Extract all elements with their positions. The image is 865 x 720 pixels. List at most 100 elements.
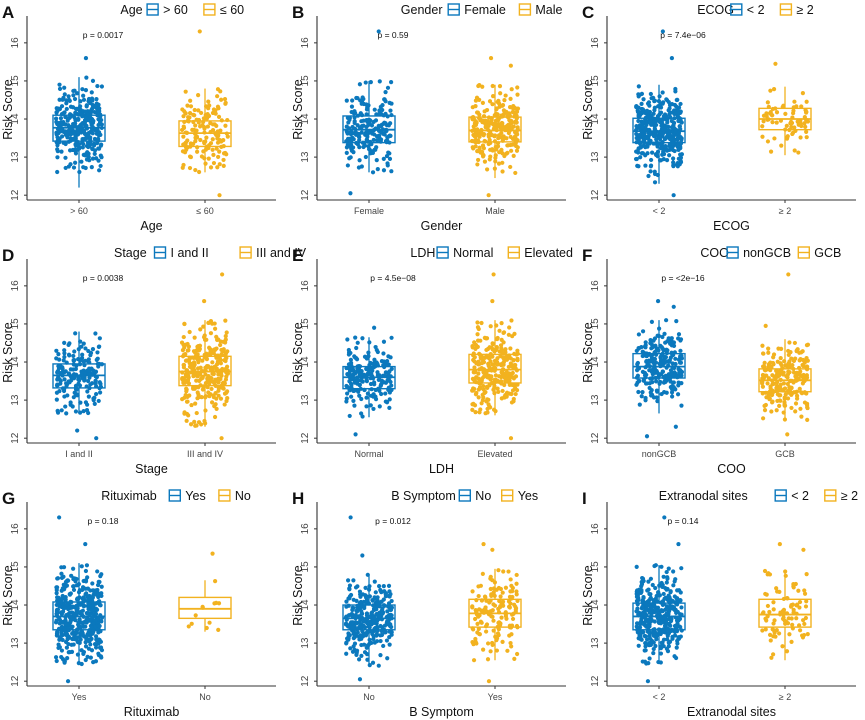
data-point	[212, 347, 217, 352]
data-point	[476, 593, 481, 599]
data-point	[782, 402, 787, 407]
data-point	[513, 391, 518, 397]
data-point	[349, 104, 355, 109]
data-point	[192, 113, 197, 118]
data-point	[72, 123, 77, 129]
data-point	[214, 600, 219, 605]
data-point	[215, 165, 220, 170]
data-point	[676, 332, 682, 337]
data-point	[362, 618, 367, 623]
outlier-point	[777, 541, 782, 547]
data-point	[88, 655, 93, 660]
data-point	[90, 78, 96, 83]
data-point	[356, 657, 362, 662]
data-point	[97, 130, 102, 135]
y-tick-label: 16	[300, 37, 311, 49]
panel-label: F	[582, 246, 592, 265]
data-point	[771, 652, 776, 657]
data-point	[496, 136, 501, 141]
data-point	[372, 107, 377, 112]
data-point	[676, 383, 681, 388]
data-point	[77, 109, 83, 114]
data-point	[366, 144, 371, 149]
data-point	[774, 408, 779, 413]
data-point	[790, 622, 795, 627]
data-point	[767, 609, 772, 615]
data-point	[206, 99, 211, 104]
data-point	[63, 165, 68, 171]
data-point	[362, 387, 367, 393]
data-point	[777, 589, 782, 595]
data-point	[491, 628, 496, 633]
data-point	[481, 383, 486, 389]
data-point	[778, 377, 783, 383]
outlier-point	[360, 553, 365, 558]
data-point	[471, 658, 477, 663]
data-point	[375, 618, 380, 623]
data-point	[664, 158, 670, 163]
data-point	[99, 591, 104, 596]
data-point	[651, 602, 656, 607]
data-point	[186, 119, 191, 124]
data-point	[57, 140, 62, 145]
data-point	[96, 637, 101, 642]
data-point	[386, 601, 392, 606]
data-point	[55, 576, 60, 581]
data-point	[768, 149, 774, 154]
data-point	[371, 376, 376, 381]
data-point	[68, 591, 73, 596]
data-point	[63, 404, 68, 409]
data-point	[760, 384, 766, 389]
data-point	[204, 135, 209, 140]
data-point	[60, 386, 66, 391]
data-point	[634, 382, 639, 387]
data-point	[98, 390, 103, 395]
data-point	[805, 405, 810, 411]
data-point	[499, 321, 504, 326]
data-point	[770, 399, 775, 404]
data-point	[183, 130, 188, 135]
data-point	[87, 627, 92, 633]
data-point	[485, 385, 490, 390]
y-tick-label: 13	[10, 394, 21, 406]
data-point	[671, 125, 676, 130]
data-point	[389, 169, 394, 174]
data-point	[647, 381, 652, 386]
data-point	[200, 387, 206, 392]
data-point	[363, 80, 368, 85]
data-point	[664, 347, 669, 352]
data-point	[90, 98, 95, 103]
data-point	[473, 346, 478, 351]
legend: ECOG < 2 ≥ 2	[697, 3, 814, 17]
data-point	[488, 351, 493, 357]
data-point	[96, 579, 101, 584]
data-point	[67, 98, 72, 104]
x-tick-label: Normal	[354, 449, 383, 459]
data-point	[95, 356, 100, 361]
data-point	[660, 629, 666, 634]
data-point	[71, 566, 76, 571]
data-point	[371, 636, 376, 642]
data-point	[373, 147, 378, 152]
legend-label-1: Yes	[185, 489, 205, 503]
data-point	[495, 141, 501, 146]
data-point	[202, 333, 207, 338]
data-point	[85, 389, 90, 394]
data-point	[487, 382, 492, 388]
data-point	[216, 378, 221, 383]
outlier-point	[508, 436, 514, 441]
data-point	[71, 372, 77, 377]
data-point	[385, 609, 390, 614]
data-point	[678, 360, 684, 365]
data-point	[222, 402, 227, 407]
data-point	[92, 395, 97, 400]
data-point	[71, 587, 77, 593]
data-point	[492, 166, 497, 171]
data-point	[76, 661, 81, 666]
data-point	[765, 100, 770, 105]
data-point	[94, 384, 99, 389]
y-tick-label: 13	[590, 151, 601, 163]
data-point	[679, 605, 684, 610]
data-point	[379, 632, 385, 638]
